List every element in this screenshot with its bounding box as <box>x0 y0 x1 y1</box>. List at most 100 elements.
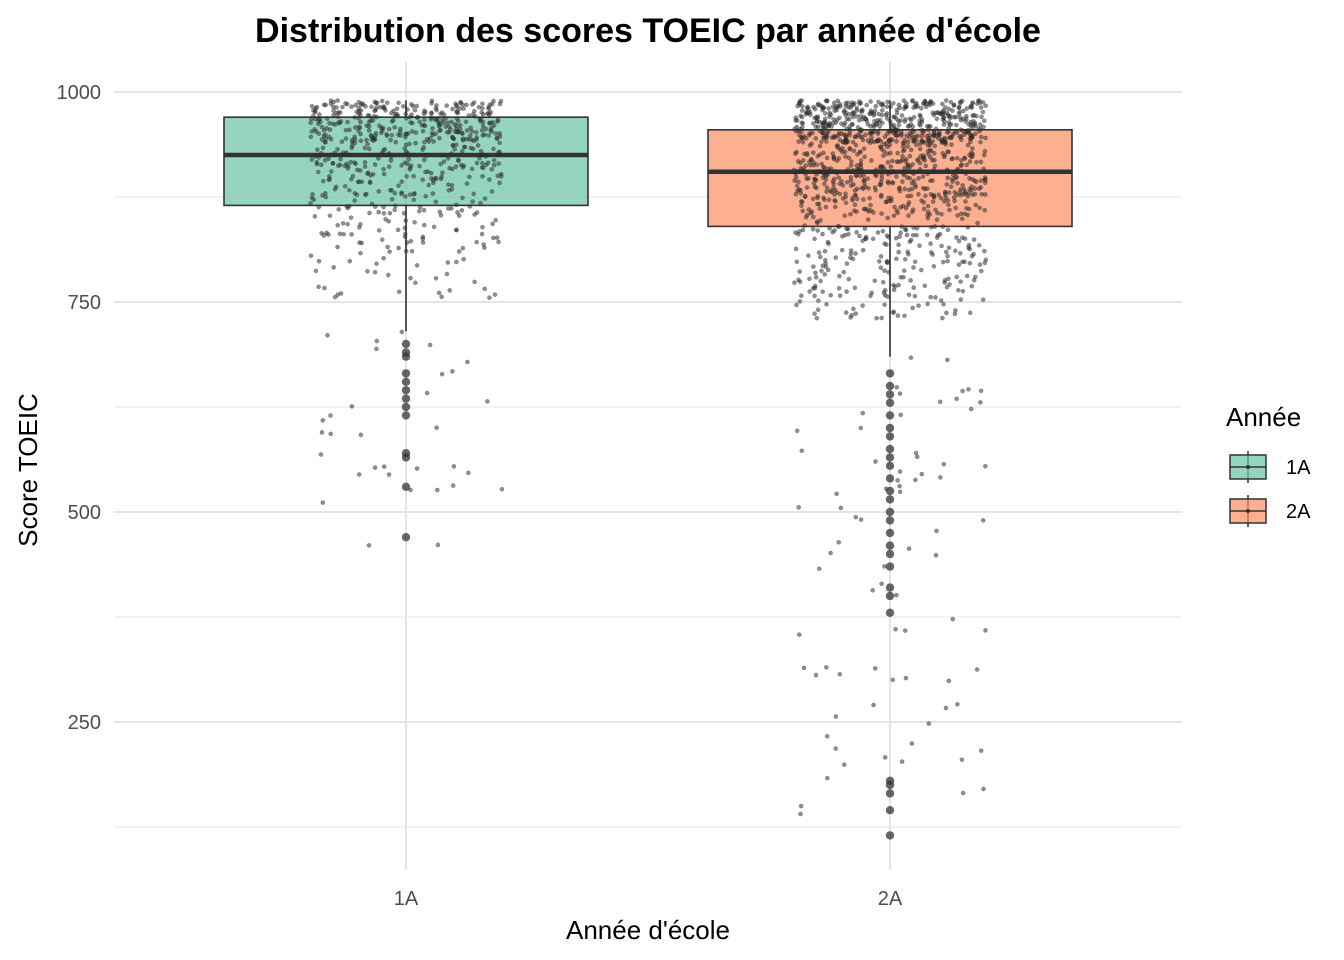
jitter-point <box>444 129 450 135</box>
jitter-point <box>491 146 496 152</box>
jitter-point <box>471 191 477 197</box>
jitter-point <box>799 448 805 454</box>
jitter-point <box>859 127 864 132</box>
jitter-point <box>852 285 858 291</box>
jitter-point <box>798 191 804 196</box>
jitter-point <box>417 204 423 210</box>
jitter-point <box>807 109 813 115</box>
jitter-point <box>962 211 968 217</box>
jitter-point <box>843 154 848 159</box>
jitter-point <box>323 194 329 200</box>
jitter-point <box>794 183 800 189</box>
jitter-point <box>949 133 955 139</box>
jitter-point <box>935 210 940 216</box>
jitter-point <box>906 213 911 218</box>
jitter-point <box>489 166 495 172</box>
jitter-point <box>815 307 821 313</box>
jitter-point <box>882 564 887 569</box>
jitter-point <box>793 151 798 156</box>
jitter-point <box>882 268 887 273</box>
jitter-point <box>922 186 928 192</box>
jitter-point <box>946 276 951 282</box>
jitter-point <box>820 231 825 237</box>
jitter-point <box>862 206 867 212</box>
jitter-point <box>898 230 904 235</box>
jitter-point <box>356 111 362 117</box>
jitter-point <box>857 233 862 239</box>
jitter-point <box>869 135 874 140</box>
jitter-point <box>882 287 888 293</box>
jitter-point <box>823 261 828 266</box>
jitter-point <box>982 207 988 213</box>
jitter-point <box>823 111 828 116</box>
jitter-point <box>842 232 848 238</box>
jitter-point <box>931 263 937 269</box>
outlier-point <box>885 806 895 815</box>
jitter-point <box>885 160 891 165</box>
jitter-point <box>320 500 326 505</box>
jitter-point <box>887 118 893 124</box>
jitter-point <box>880 279 886 285</box>
jitter-point <box>309 129 315 134</box>
jitter-point <box>891 101 896 106</box>
jitter-point <box>450 166 455 172</box>
jitter-point <box>830 104 836 110</box>
jitter-point <box>845 179 850 185</box>
jitter-point <box>850 167 856 173</box>
jitter-point <box>372 269 378 275</box>
jitter-point <box>316 258 322 264</box>
jitter-point <box>376 156 381 161</box>
jitter-point <box>406 157 412 162</box>
jitter-point <box>908 355 914 361</box>
jitter-point <box>806 207 812 212</box>
outlier-point <box>885 528 895 538</box>
jitter-point <box>905 144 911 149</box>
jitter-point <box>980 109 986 115</box>
jitter-point <box>905 163 911 168</box>
jitter-point <box>358 108 364 113</box>
jitter-point <box>440 117 445 123</box>
jitter-point <box>908 237 914 243</box>
jitter-point <box>810 226 816 232</box>
jitter-point <box>800 157 806 163</box>
jitter-point <box>940 101 945 107</box>
jitter-point <box>408 275 413 281</box>
jitter-point <box>839 131 844 136</box>
jitter-point <box>373 100 379 106</box>
jitter-point <box>831 185 836 190</box>
jitter-point <box>835 223 841 229</box>
jitter-point <box>860 238 865 244</box>
jitter-point <box>905 202 911 208</box>
jitter-point <box>886 137 892 143</box>
jitter-point <box>455 118 461 124</box>
jitter-point <box>954 396 959 402</box>
jitter-point <box>873 167 879 172</box>
jitter-point <box>912 182 918 188</box>
jitter-point <box>853 134 859 140</box>
jitter-point <box>327 213 333 218</box>
jitter-point <box>884 104 890 109</box>
jitter-point <box>980 297 986 303</box>
jitter-point <box>964 106 970 111</box>
jitter-point <box>376 189 382 194</box>
jitter-point <box>474 160 480 166</box>
jitter-point <box>848 163 854 168</box>
jitter-point <box>965 224 971 230</box>
outlier-point <box>885 549 895 559</box>
jitter-point <box>392 207 398 213</box>
jitter-point <box>823 204 829 210</box>
jitter-point <box>430 126 435 131</box>
jitter-point <box>911 129 917 134</box>
jitter-point <box>973 202 979 208</box>
jitter-point <box>492 292 498 297</box>
jitter-point <box>834 143 840 149</box>
jitter-point <box>867 195 872 201</box>
y-tick-label: 250 <box>68 712 101 734</box>
jitter-point <box>453 164 459 169</box>
jitter-point <box>899 157 905 163</box>
jitter-point <box>848 105 854 110</box>
jitter-point <box>417 119 423 125</box>
jitter-point <box>470 146 476 152</box>
jitter-point <box>450 369 455 374</box>
